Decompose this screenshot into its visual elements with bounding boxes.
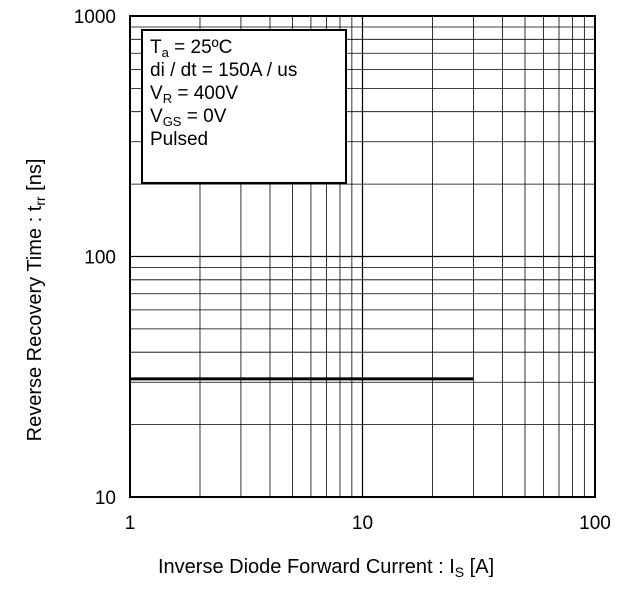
- condition-line: di / dt = 150A / us: [150, 60, 298, 81]
- condition-line: Pulsed: [150, 129, 209, 150]
- condition-line: VR = 400V: [150, 83, 239, 106]
- x-tick-label: 1: [125, 513, 136, 534]
- condition-line: VGS = 0V: [150, 106, 227, 129]
- y-tick-label: 10: [95, 488, 116, 509]
- y-axis-label: Reverse Recovery Time : trr [ns]: [24, 158, 48, 442]
- x-axis-label: Inverse Diode Forward Current : IS [A]: [158, 556, 495, 580]
- conditions-box: Ta = 25ºC di / dt = 150A / us VR = 400V …: [141, 29, 347, 184]
- tick-labels: 1 10 100 10 100 1000: [74, 7, 611, 534]
- y-tick-label: 100: [84, 248, 116, 269]
- x-tick-label: 10: [352, 513, 373, 534]
- condition-line: Ta = 25ºC: [150, 37, 233, 60]
- x-tick-label: 100: [579, 513, 611, 534]
- y-tick-label: 1000: [74, 7, 116, 28]
- plot-frame: [129, 15, 596, 498]
